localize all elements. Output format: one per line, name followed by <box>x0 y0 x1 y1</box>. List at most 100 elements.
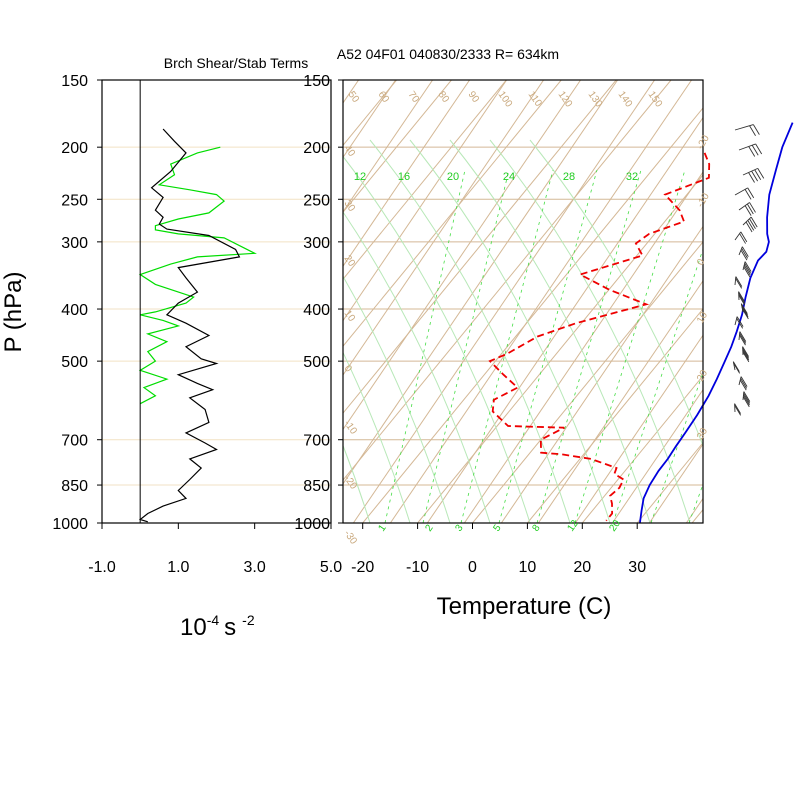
dewpoint-profile <box>488 152 711 522</box>
shear-pressure-tick-label: 150 <box>61 73 88 90</box>
skewt-x-tick-label: 10 <box>519 559 537 576</box>
dry-adiabat-line <box>537 279 703 523</box>
wind-barb-flag <box>741 248 749 259</box>
shear-pressure-tick-label: 700 <box>61 433 88 450</box>
wind-barb-staff <box>738 376 742 386</box>
wind-barb-flag <box>751 144 759 156</box>
text-labels: Brch Shear/Stab Terms A52 04F01 040830/2… <box>0 46 712 641</box>
wind-barb-flag <box>754 169 762 180</box>
wind-barb-staff <box>732 361 736 371</box>
wet-bulb-label: 30 <box>695 426 710 442</box>
dry-adiabat-line <box>343 80 471 268</box>
shear-pressure-tick-label: 850 <box>61 478 88 495</box>
mixing-ratio-bottom-label: 3 <box>453 522 465 533</box>
wind-barb-flag <box>744 263 752 274</box>
dry-adiabat-line <box>343 80 619 485</box>
mixing-ratio-top-label: 24 <box>503 171 515 183</box>
wind-barb-staff <box>734 124 754 131</box>
wind-barb-flag <box>752 124 760 135</box>
isotherm-line <box>472 241 703 523</box>
isotherm-line <box>362 107 703 523</box>
dry-adiabat-line <box>463 171 703 523</box>
mixing-ratio-top-label: 12 <box>354 171 366 183</box>
mixing-ratio-line <box>422 169 510 523</box>
wind-barb-staff <box>738 143 756 151</box>
shear-x-tick-label: 5.0 <box>320 559 342 576</box>
dry-adiabat-line <box>426 116 703 523</box>
moist-adiabat-line <box>343 444 371 523</box>
wind-barb-flag <box>749 218 756 229</box>
skewt-x-axis-label: Temperature (C) <box>437 593 612 620</box>
wind-barb-flag <box>732 361 740 372</box>
wind-barb-flag <box>742 351 750 363</box>
shear-pressure-tick-label: 250 <box>61 192 88 209</box>
shear-x-tick-label: 1.0 <box>167 559 189 576</box>
wind-barb-flag <box>734 403 741 414</box>
mixing-ratio-top-label: 32 <box>626 171 638 183</box>
isotherm-line <box>343 80 672 481</box>
wind-barb-flag <box>757 168 765 179</box>
skewt-clipped-grid <box>343 80 703 523</box>
wind-barb-flag <box>739 333 747 344</box>
mixing-ratio-top-label: 20 <box>447 171 459 183</box>
isotherm-line <box>343 80 452 214</box>
wind-barb-staff <box>734 231 742 241</box>
skewt-pressure-tick-label: 150 <box>303 73 330 90</box>
wind-barb-staff <box>742 261 746 271</box>
moist-adiabat-line <box>409 139 611 523</box>
mixing-ratio-bottom-label: 2 <box>423 522 435 533</box>
moist-adiabat-line <box>369 139 571 523</box>
dry-adiabat-line <box>343 80 397 159</box>
shear-pressure-tick-label: 400 <box>61 302 88 319</box>
skewt-x-tick-label: -20 <box>351 559 374 576</box>
skewt-pressure-tick-label: 250 <box>303 192 330 209</box>
wind-barb-flag <box>739 331 747 342</box>
wind-barb-flag <box>743 264 751 276</box>
wind-barb-flag <box>749 202 756 213</box>
shear-term-series <box>138 146 257 405</box>
skewt-x-tick-label: 0 <box>468 559 477 576</box>
wind-barb-flag <box>738 291 745 302</box>
wind-barb-staff <box>734 187 748 196</box>
wind-barb-flag <box>744 205 752 216</box>
wind-barbs <box>732 124 765 416</box>
wind-barb-flag <box>738 294 746 306</box>
wind-barb-flag <box>747 187 755 199</box>
wind-barb-flag <box>744 189 752 200</box>
wind-barb-flag <box>740 376 748 387</box>
moist-adiabat-line <box>343 155 531 523</box>
wind-barb-flag <box>746 203 754 215</box>
skewt-pressure-tick-label: 850 <box>303 478 330 495</box>
mixing-ratio-line <box>384 169 466 523</box>
skewt-pressure-tick-label: 300 <box>303 235 330 252</box>
wind-barb-flag <box>745 221 753 233</box>
skewt-x-tick-label: 20 <box>573 559 591 576</box>
wind-barb-flag <box>751 170 759 182</box>
wind-barb-staff <box>738 202 750 211</box>
wind-barb-flag <box>741 305 749 316</box>
wet-bulb-label: 0 <box>695 257 708 268</box>
dry-adiabat-line <box>648 443 703 523</box>
temperature-profile <box>639 122 794 524</box>
shear-panel-title: Brch Shear/Stab Terms <box>164 55 308 71</box>
wind-barb-flag <box>740 231 748 243</box>
mixing-ratio-top-label: 28 <box>563 171 575 183</box>
mixing-ratio-line <box>574 169 686 523</box>
isotherm-line <box>636 441 703 523</box>
wind-barb-flag <box>735 278 743 289</box>
wind-barb-flag <box>743 391 751 402</box>
wind-barb-flag <box>744 261 752 272</box>
wind-barb-flag <box>740 249 748 261</box>
shear-pressure-tick-label: 1000 <box>52 516 88 533</box>
mixing-ratio-bottom-label: 1 <box>376 522 388 533</box>
stability-term-series <box>138 128 241 523</box>
wind-barb-flag <box>742 348 750 359</box>
shear-pressure-tick-label: 200 <box>61 140 88 157</box>
shear-x-axis-label: 10-4 s -2 <box>180 612 255 641</box>
wind-barb-flag <box>743 266 751 278</box>
wet-bulb-label: 20 <box>695 368 710 384</box>
mixing-ratio-bottom-label: 5 <box>491 522 503 533</box>
dry-adiabat-line <box>343 80 582 431</box>
shear-pressure-tick-label: 300 <box>61 235 88 252</box>
